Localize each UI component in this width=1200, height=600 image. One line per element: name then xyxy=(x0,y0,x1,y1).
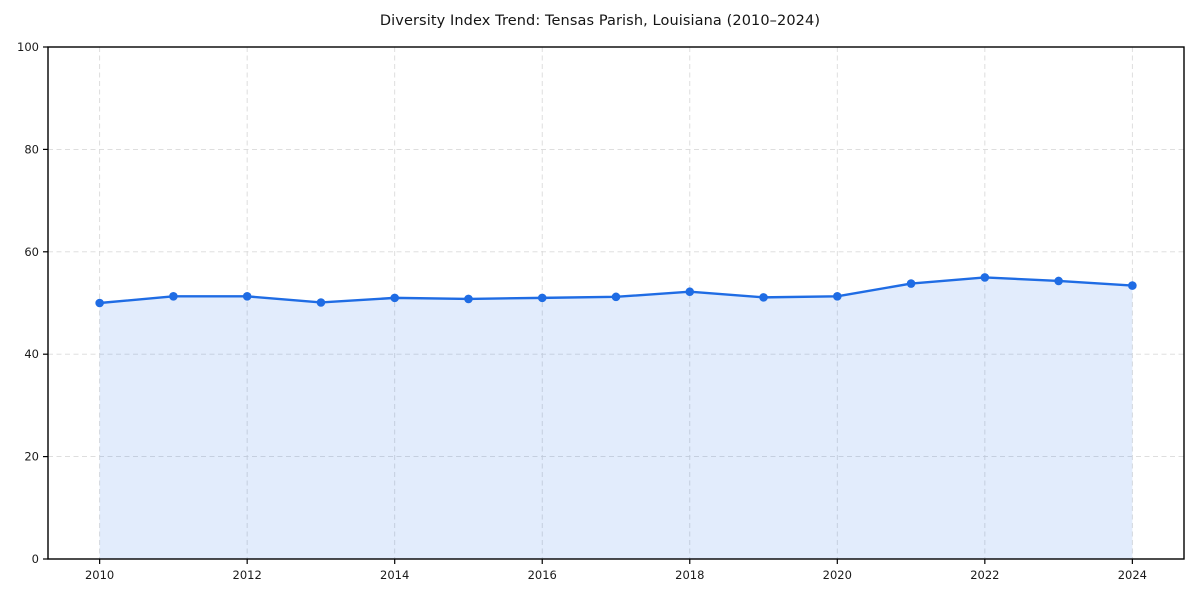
x-tick-label: 2024 xyxy=(1118,568,1147,582)
y-tick-label: 80 xyxy=(24,142,39,156)
area-fill xyxy=(99,277,1133,559)
x-tick-label: 2018 xyxy=(675,568,704,582)
x-tick-label: 2016 xyxy=(528,568,557,582)
axes-spines xyxy=(47,46,1185,560)
x-tick-label: 2010 xyxy=(85,568,114,582)
data-point-marker xyxy=(685,287,695,297)
data-point-marker xyxy=(1054,276,1063,286)
data-point-marker xyxy=(390,293,400,303)
y-tick-label: 100 xyxy=(17,40,39,54)
y-tick-label: 40 xyxy=(24,347,39,361)
data-point-marker xyxy=(832,292,842,301)
data-point-marker xyxy=(906,279,916,288)
x-tick-label: 2014 xyxy=(380,568,409,582)
data-point-marker xyxy=(759,293,768,302)
data-point-marker xyxy=(242,292,252,301)
y-tick-label: 20 xyxy=(24,450,39,464)
y-tick-label: 0 xyxy=(32,552,39,566)
data-point-marker xyxy=(1128,281,1137,290)
y-tick-label: 60 xyxy=(24,245,39,259)
data-point-marker xyxy=(464,294,473,304)
data-point-marker xyxy=(95,298,104,308)
chart-title: Diversity Index Trend: Tensas Parish, Lo… xyxy=(379,13,821,29)
data-point-marker xyxy=(980,273,990,282)
data-point-marker xyxy=(316,298,326,307)
data-point-marker xyxy=(611,292,621,302)
data-point-marker xyxy=(169,292,178,301)
x-tick-label: 2020 xyxy=(823,568,852,582)
x-tick-label: 2012 xyxy=(233,568,262,582)
x-tick-label: 2022 xyxy=(970,568,999,582)
data-point-marker xyxy=(537,293,547,303)
